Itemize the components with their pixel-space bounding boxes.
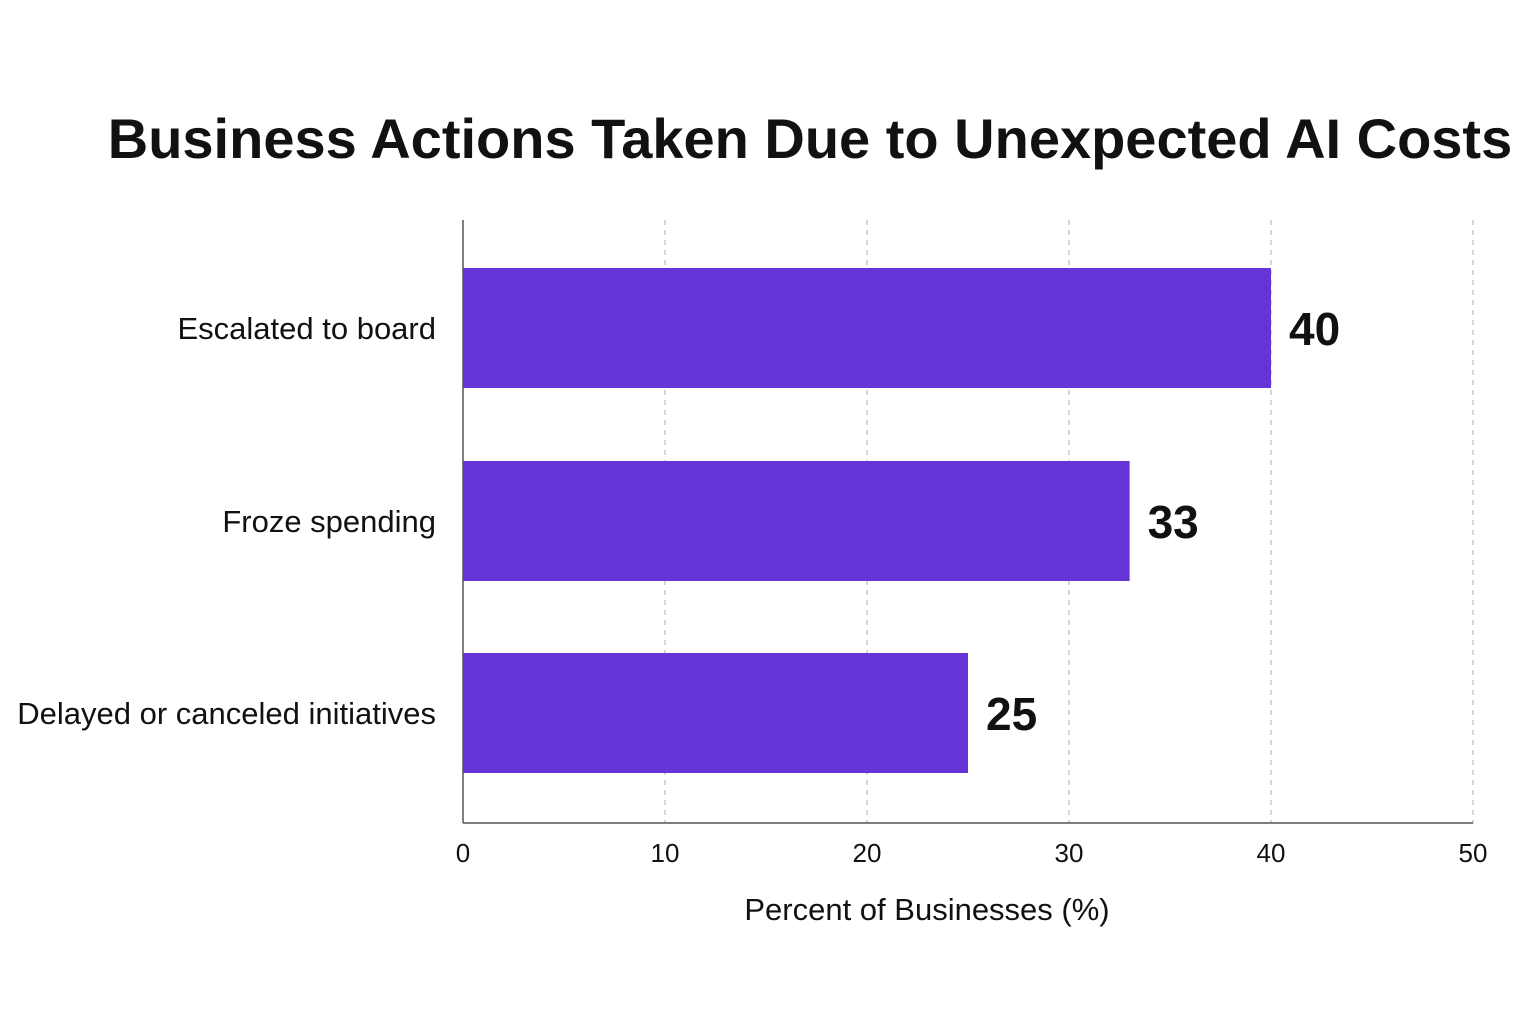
- bar-delayed-or-canceled-initiatives: [463, 653, 968, 773]
- x-tick-label-40: 40: [1257, 838, 1286, 868]
- bar-escalated-to-board: [463, 268, 1271, 388]
- x-tick-label-30: 30: [1055, 838, 1084, 868]
- bars: [463, 268, 1271, 773]
- x-tick-label-10: 10: [651, 838, 680, 868]
- x-tick-label-50: 50: [1459, 838, 1488, 868]
- labels: 0 10 20 30 40 50 Escalated to board 40 Froze spe…: [17, 303, 1487, 868]
- axes: [462, 220, 1473, 824]
- data-label: 40: [1289, 303, 1340, 355]
- x-axis-label: Percent of Businesses (%): [744, 892, 1109, 927]
- bar-froze-spending: [463, 461, 1130, 581]
- category-label: Escalated to board: [177, 311, 436, 346]
- x-tick-label-0: 0: [456, 838, 470, 868]
- chart-title: Business Actions Taken Due to Unexpected…: [108, 107, 1512, 170]
- x-tick-label-20: 20: [853, 838, 882, 868]
- data-label: 25: [986, 688, 1037, 740]
- category-label: Froze spending: [222, 504, 436, 539]
- data-label: 33: [1148, 496, 1199, 548]
- category-label: Delayed or canceled initiatives: [17, 696, 436, 731]
